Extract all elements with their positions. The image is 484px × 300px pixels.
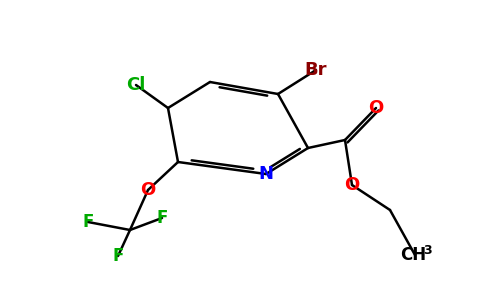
Text: F: F [82,213,94,231]
Text: CH: CH [400,246,426,264]
Text: F: F [112,247,124,265]
Text: F: F [156,209,167,227]
Text: O: O [368,99,384,117]
Text: Cl: Cl [126,76,146,94]
Text: O: O [345,176,360,194]
Text: Br: Br [305,61,327,79]
Text: O: O [140,181,156,199]
Text: N: N [258,165,273,183]
Text: 3: 3 [424,244,432,257]
